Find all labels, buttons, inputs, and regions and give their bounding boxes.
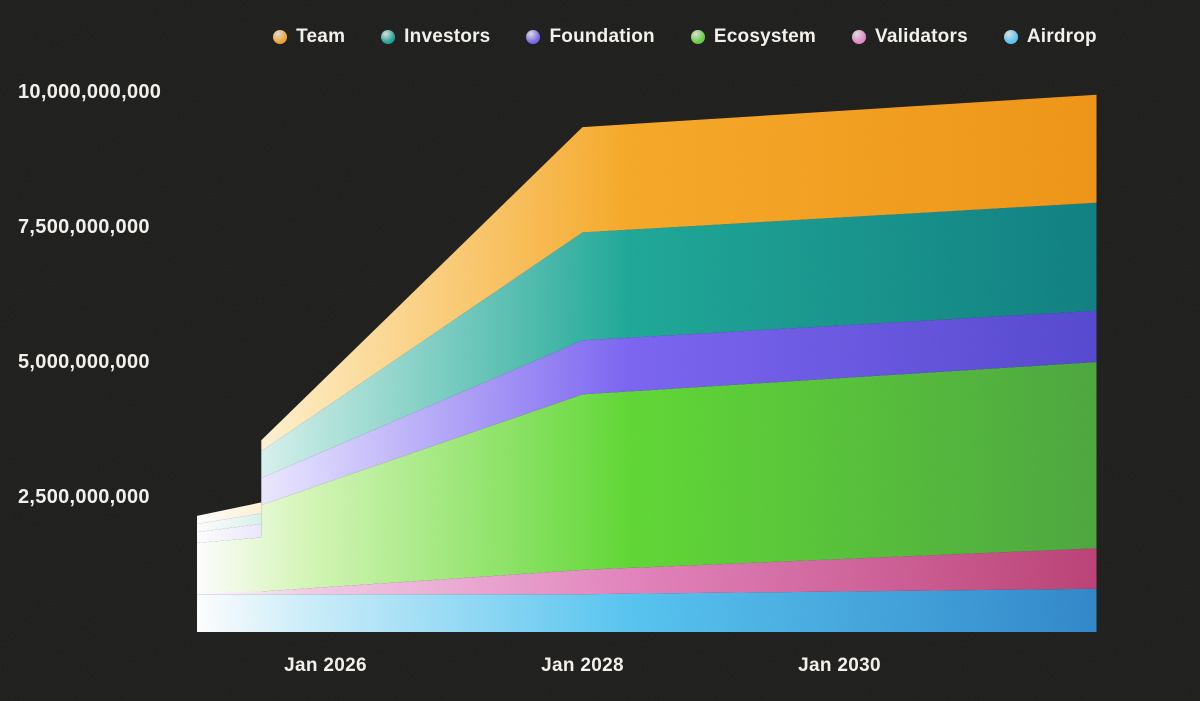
airdrop-legend-dot-icon [1003, 30, 1018, 44]
legend-label: Foundation [549, 26, 655, 47]
x-axis-label: Jan 2030 [798, 655, 881, 676]
legend: Team Investors Foundation Ecosystem Validato… [170, 26, 1200, 48]
legend-item-airdrop[interactable]: Airdrop [1003, 26, 1097, 48]
ecosystem-legend-dot-icon [690, 30, 705, 44]
investors-legend-dot-icon [381, 30, 396, 44]
validators-legend-dot-icon [852, 30, 867, 44]
foundation-legend-dot-icon [526, 30, 541, 44]
legend-item-validators[interactable]: Validators [852, 26, 968, 48]
legend-item-foundation[interactable]: Foundation [526, 26, 655, 48]
legend-label: Investors [404, 26, 491, 47]
y-axis-label: 5,000,000,000 [18, 351, 150, 373]
legend-label: Team [296, 26, 346, 47]
series-area-airdrop [197, 588, 1097, 632]
legend-label: Validators [875, 26, 968, 47]
y-axis-label: 7,500,000,000 [18, 216, 150, 238]
y-axis-label: 2,500,000,000 [18, 486, 150, 508]
team-legend-dot-icon [273, 30, 288, 44]
legend-item-team[interactable]: Team [273, 26, 345, 48]
legend-item-ecosystem[interactable]: Ecosystem [690, 26, 817, 48]
x-axis-label: Jan 2026 [284, 655, 367, 676]
legend-label: Ecosystem [713, 26, 817, 47]
legend-item-investors[interactable]: Investors [381, 26, 490, 48]
legend-label: Airdrop [1026, 26, 1097, 47]
x-axis-label: Jan 2028 [541, 655, 624, 676]
y-axis-label: 10,000,000,000 [18, 81, 162, 103]
